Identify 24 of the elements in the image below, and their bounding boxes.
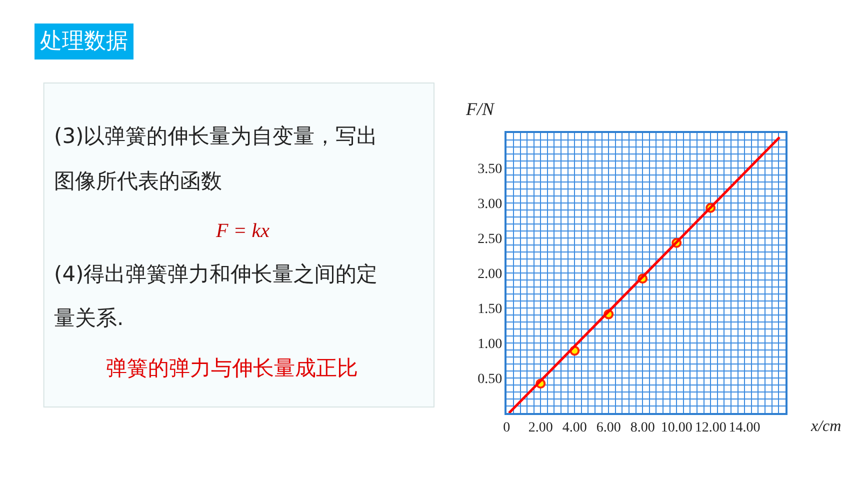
x-tick-label: 10.00 [660,420,692,436]
x-tick-label: 4.00 [562,420,587,436]
y-tick-label: 0.50 [478,372,502,387]
y-tick-label: 3.00 [478,196,502,212]
text: 量关系. [54,306,124,330]
x-tick-label: 14.00 [728,420,760,436]
y-tick-label: 2.00 [478,266,502,282]
y-tick-label: 2.50 [478,232,502,247]
text: 弹簧的弹力与伸长量成正比 [106,356,358,380]
text: 处理数据 [40,29,128,54]
text: (4)得出弹簧弹力和伸长量之间的定 [54,262,378,286]
x-tick-label: 6.00 [596,420,621,436]
x-tick-label: 12.00 [694,420,726,436]
text: F = kx [215,220,270,242]
x-tick-label: 8.00 [630,420,655,436]
x-axis-title: x/cm [810,418,842,435]
x-tick-label: 2.00 [528,420,553,436]
x-tick-label: 0 [503,420,510,436]
y-tick-label: 1.50 [478,302,502,317]
y-tick-label: 3.50 [478,162,502,177]
text: (3)以弹簧的伸长量为自变量，写出 [54,124,378,148]
y-axis-title: F/N [465,99,495,119]
text: 图像所代表的函数 [54,169,222,193]
y-tick-label: 1.00 [478,336,502,352]
